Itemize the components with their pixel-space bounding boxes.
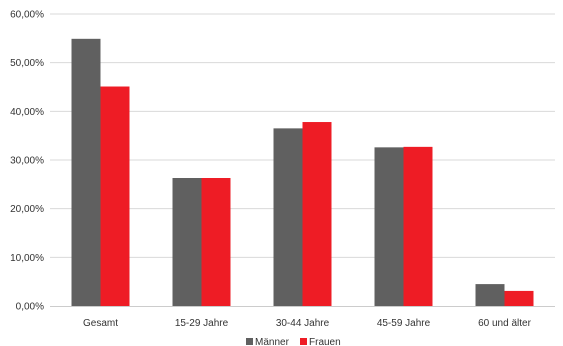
x-category-label: 15-29 Jahre — [175, 318, 229, 329]
x-category-label: 60 und älter — [478, 318, 531, 329]
x-category-label: 45-59 Jahre — [377, 318, 431, 329]
y-axis-tick-labels: 0,00% 10,00% 20,00% 30,00% 40,00% 50,00% 60,00… — [10, 10, 44, 313]
x-category-label: Gesamt — [83, 318, 118, 329]
legend: Männer Frauen — [246, 337, 341, 346]
bars — [71, 38, 534, 306]
legend-swatch — [246, 338, 253, 345]
bar-frauen — [302, 122, 332, 306]
y-tick-label: 30,00% — [10, 156, 44, 167]
legend-swatch — [300, 338, 307, 345]
bar-maenner — [273, 128, 303, 306]
y-tick-label: 0,00% — [16, 302, 44, 313]
bar-maenner — [374, 147, 404, 306]
bar-maenner — [71, 38, 101, 306]
bar-maenner — [172, 178, 202, 306]
y-tick-label: 20,00% — [10, 204, 44, 215]
bar-frauen — [504, 290, 534, 306]
y-tick-label: 60,00% — [10, 10, 44, 21]
legend-label: Frauen — [309, 337, 341, 346]
legend-label: Männer — [255, 337, 290, 346]
x-category-label: 30-44 Jahre — [276, 318, 330, 329]
y-tick-label: 40,00% — [10, 107, 44, 118]
x-axis-category-labels: Gesamt 15-29 Jahre 30-44 Jahre 45-59 Jahre 6… — [83, 318, 532, 329]
bar-frauen — [201, 178, 231, 306]
y-tick-label: 10,00% — [10, 253, 44, 264]
bar-frauen — [403, 146, 433, 306]
bar-frauen — [100, 86, 130, 306]
bar-maenner — [475, 284, 505, 306]
y-tick-label: 50,00% — [10, 58, 44, 69]
